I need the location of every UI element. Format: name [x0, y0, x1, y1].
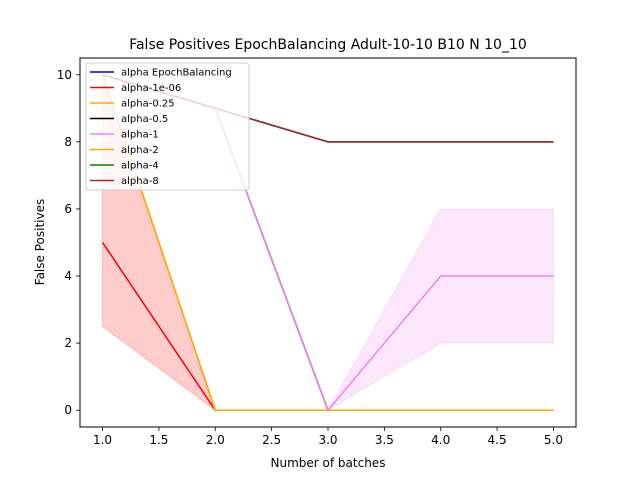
x-tick-label: 4.0	[431, 433, 450, 447]
legend-label: alpha EpochBalancing	[121, 68, 232, 79]
x-axis-ticks: 1.0 1.5 2.0 2.5 3.0 3.5 4.0 4.5 5.0	[93, 427, 563, 447]
x-tick-label: 3.0	[318, 433, 337, 447]
legend-box	[85, 62, 250, 191]
x-axis-label: Number of batches	[271, 456, 386, 470]
legend-label: alpha-1e-06	[121, 83, 181, 94]
x-tick-label: 1.0	[93, 433, 112, 447]
chart-title: False Positives EpochBalancing Adult-10-…	[129, 37, 527, 53]
x-tick-label: 1.5	[149, 433, 168, 447]
x-tick-label: 2.5	[262, 433, 281, 447]
y-tick-label: 8	[64, 135, 72, 149]
y-tick-label: 10	[57, 68, 72, 82]
y-tick-label: 6	[64, 202, 72, 216]
legend-label: alpha-4	[121, 161, 159, 172]
legend-label: alpha-8	[121, 176, 159, 187]
legend-label: alpha-2	[121, 145, 159, 156]
x-tick-label: 3.5	[375, 433, 394, 447]
legend: alpha EpochBalancing alpha-1e-06 alpha-0.2…	[85, 62, 250, 191]
y-tick-label: 4	[64, 269, 72, 283]
legend-label: alpha-1	[121, 130, 159, 141]
y-axis-ticks: 0 2 4 6 8 10	[57, 68, 80, 417]
y-tick-label: 2	[64, 336, 72, 350]
y-axis-label: False Positives	[33, 199, 47, 285]
x-tick-label: 2.0	[206, 433, 225, 447]
x-tick-label: 5.0	[544, 433, 563, 447]
y-tick-label: 0	[64, 403, 72, 417]
x-tick-label: 4.5	[488, 433, 507, 447]
legend-label: alpha-0.25	[121, 99, 175, 110]
series-line-alpha-2	[101, 74, 554, 411]
legend-label: alpha-0.5	[121, 114, 168, 125]
